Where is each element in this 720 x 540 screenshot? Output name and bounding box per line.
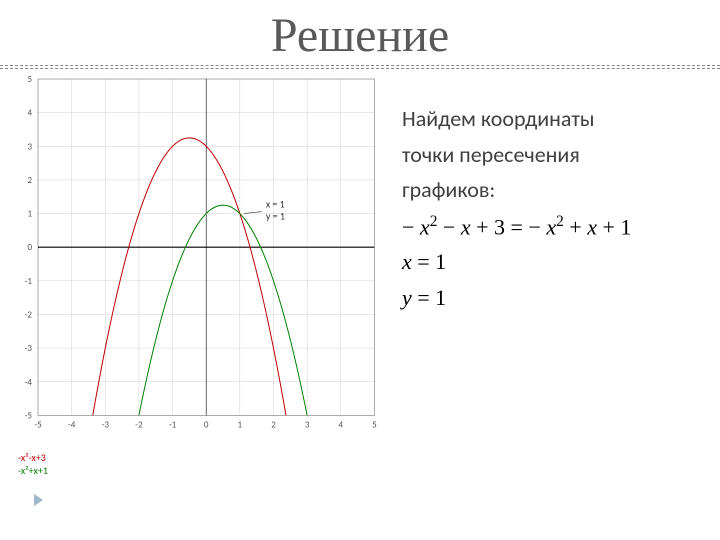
text-panel: Найдем координаты точки пересечения граф… [390, 71, 710, 477]
svg-text:5: 5 [372, 419, 377, 430]
svg-text:4: 4 [338, 419, 343, 430]
chart-legend: -x²-x+3 -x²+x+1 [18, 451, 390, 477]
svg-text:3: 3 [305, 419, 310, 430]
legend-item-1: -x²-x+3 [18, 451, 390, 464]
svg-text:0: 0 [204, 419, 209, 430]
description-line-2: точки пересечения [402, 141, 710, 169]
svg-text:2: 2 [27, 175, 32, 186]
description-line-1: Найдем координаты [402, 105, 710, 133]
svg-text:-4: -4 [68, 419, 76, 430]
solution-x: x = 1 [402, 248, 710, 276]
slide-title: Решение [0, 0, 720, 63]
svg-text:5: 5 [27, 74, 32, 85]
legend-item-2: -x²+x+1 [18, 464, 390, 477]
solution-y: y = 1 [402, 284, 710, 312]
svg-text:2: 2 [271, 419, 276, 430]
divider-top [0, 65, 720, 66]
divider-bottom [0, 68, 720, 69]
svg-text:1: 1 [27, 209, 32, 220]
svg-text:y = 1: y = 1 [266, 210, 285, 223]
svg-text:1: 1 [238, 419, 243, 430]
svg-text:4: 4 [27, 108, 32, 119]
svg-text:-3: -3 [102, 419, 110, 430]
svg-text:-2: -2 [135, 419, 143, 430]
svg-text:-1: -1 [169, 419, 177, 430]
description-line-3: графиков: [402, 176, 710, 204]
svg-text:-5: -5 [34, 419, 42, 430]
svg-text:3: 3 [27, 141, 32, 152]
content-row: -5 -4 -3 -2 -1 0 1 2 3 4 5 -5 -4 -3 -2 -1 0 1 2 3 4 5 x = 1 y =… [0, 71, 720, 477]
svg-text:-5: -5 [25, 410, 33, 421]
svg-text:-1: -1 [25, 276, 33, 287]
slide-bullet-icon [34, 494, 43, 506]
svg-text:-3: -3 [25, 343, 33, 354]
svg-text:-4: -4 [25, 377, 33, 388]
svg-text:-2: -2 [25, 309, 33, 320]
equation: − x2 − x + 3 = − x2 + x + 1 [402, 212, 710, 241]
svg-text:0: 0 [27, 242, 32, 253]
chart-container: -5-4-3-2-1012345-5-4-3-2-1012345x = 1y =… [10, 71, 390, 477]
parabola-chart: -5-4-3-2-1012345-5-4-3-2-1012345x = 1y =… [10, 71, 380, 451]
